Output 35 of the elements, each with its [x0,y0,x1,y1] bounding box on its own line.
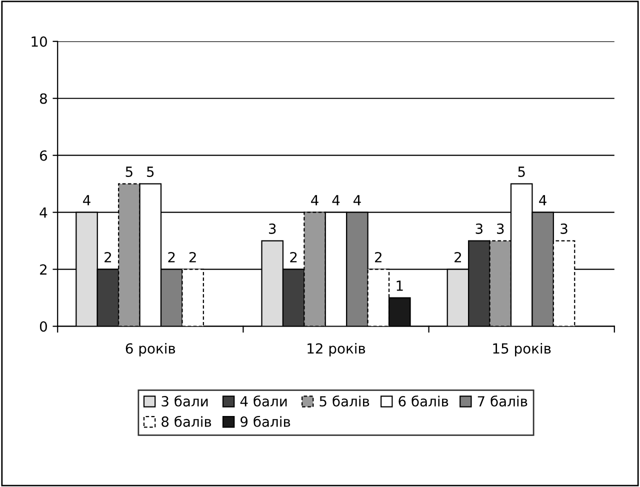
y-tick-label: 6 [40,150,48,161]
x-tick-label: 15 років [493,342,551,356]
data-label: 2 [375,252,382,262]
data-label: 4 [539,195,546,206]
x-tick-label: 12 років [308,342,366,356]
x-tick-label: 6 років [126,342,176,356]
data-label: 5 [518,166,525,177]
data-label: 3 [476,223,482,234]
legend-label: 5 балів [320,396,370,407]
data-label: 5 [147,166,154,177]
legend-label: 8 балів [162,416,212,427]
data-label: 2 [104,252,112,262]
y-tick-label: 0 [40,321,47,332]
data-label: 2 [290,252,297,262]
legend-label: 9 балів [240,416,290,427]
data-label: 3 [269,223,276,234]
y-tick-label: 2 [40,264,46,275]
data-label: 4 [311,195,318,206]
legend-label: 4 бали [240,396,287,407]
data-label: 2 [189,252,196,262]
data-label: 3 [497,223,504,234]
legend-label: 3 бали [162,396,208,407]
y-tick-label: 8 [40,93,47,104]
data-label: 2 [454,252,461,262]
y-tick-label: 10 [32,36,47,47]
data-label: 4 [332,195,340,206]
data-label: 4 [83,195,90,206]
legend-label: 6 балів [398,396,448,407]
data-label: 3 [560,223,568,234]
data-label: 5 [126,166,132,177]
data-label: 1 [396,280,403,291]
data-label: 2 [168,252,175,262]
y-tick-label: 4 [40,207,48,218]
legend-label: 7 балів [478,396,528,407]
data-label: 4 [353,195,361,206]
